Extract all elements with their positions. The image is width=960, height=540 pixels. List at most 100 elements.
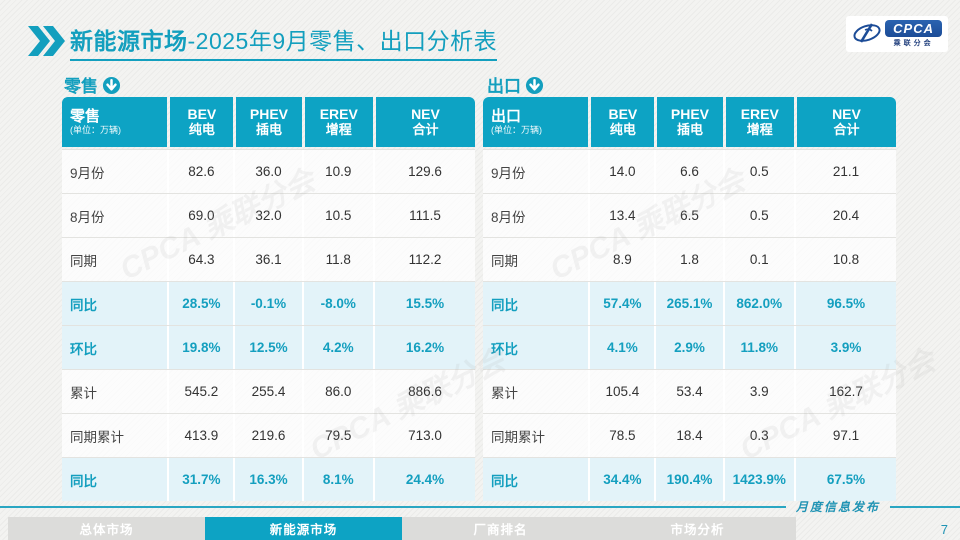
page-number: 7 <box>940 522 948 537</box>
value-cell: 79.5 <box>301 414 373 457</box>
row-label-cell: 环比 <box>70 341 97 357</box>
value-cell: 15.5% <box>372 282 475 325</box>
value-cell: 105.4 <box>588 370 654 413</box>
table-corner-cell: 出口 (单位：万辆) <box>483 97 589 147</box>
value-cell: 0.5 <box>722 150 794 193</box>
row-label-cell: 9月份 <box>491 165 526 181</box>
value-cell: 18.4 <box>654 414 722 457</box>
footer-divider-line <box>890 505 960 508</box>
footer-divider: 月度信息发布 <box>0 498 960 515</box>
value-cell: 28.5% <box>167 282 233 325</box>
value-cell: 36.1 <box>233 238 301 281</box>
value-cell: 545.2 <box>167 370 233 413</box>
down-arrow-circle-icon <box>525 76 544 95</box>
column-header: EREV 增程 <box>304 97 373 147</box>
value-cell: 8.1% <box>301 458 373 501</box>
row-label-cell: 同期累计 <box>70 429 124 445</box>
value-cell: 3.9% <box>793 326 896 369</box>
table-row: 环比 4.1% 2.9% 11.8% 3.9% <box>483 325 896 369</box>
value-cell: -8.0% <box>301 282 373 325</box>
section-label-retail: 零售 <box>64 72 121 99</box>
value-cell: 96.5% <box>793 282 896 325</box>
row-label-cell: 同期 <box>70 253 97 269</box>
table-header-row: 零售 (单位：万辆) BEV 纯电 PHEV 插电 EREV 增程 NEV 合计 <box>62 97 475 147</box>
value-cell: 16.3% <box>233 458 301 501</box>
value-cell: 1.8 <box>654 238 722 281</box>
row-label-cell: 8月份 <box>70 209 105 225</box>
cpca-logo-text: CPCA <box>885 20 942 37</box>
table-header-row: 出口 (单位：万辆) BEV 纯电 PHEV 插电 EREV 增程 NEV 合计 <box>483 97 896 147</box>
row-label-cell: 累计 <box>491 385 518 401</box>
value-cell: 3.9 <box>722 370 794 413</box>
footer-tab-新能源市场[interactable]: 新能源市场 <box>205 517 402 540</box>
row-label-cell: 累计 <box>70 385 97 401</box>
section-label-retail-text: 零售 <box>64 72 98 99</box>
value-cell: 886.6 <box>372 370 475 413</box>
value-cell: 53.4 <box>654 370 722 413</box>
row-label-cell: 同比 <box>70 297 97 313</box>
column-header: NEV 合计 <box>375 97 475 147</box>
value-cell: 4.2% <box>301 326 373 369</box>
value-cell: 19.8% <box>167 326 233 369</box>
table-row: 同比 28.5% -0.1% -8.0% 15.5% <box>62 281 475 325</box>
row-label-cell: 同期累计 <box>491 429 545 445</box>
column-header: NEV 合计 <box>796 97 896 147</box>
table-row: 累计 105.4 53.4 3.9 162.7 <box>483 369 896 413</box>
double-chevron-icon <box>28 26 65 56</box>
value-cell: 413.9 <box>167 414 233 457</box>
value-cell: 69.0 <box>167 194 233 237</box>
value-cell: 67.5% <box>793 458 896 501</box>
value-cell: 129.6 <box>372 150 475 193</box>
value-cell: 0.1 <box>722 238 794 281</box>
footer-tab-厂商排名[interactable]: 厂商排名 <box>402 517 599 540</box>
row-label-cell: 同比 <box>70 473 97 489</box>
value-cell: 36.0 <box>233 150 301 193</box>
page-title-bold: 新能源市场 <box>70 28 188 54</box>
table-row: 同期累计 413.9 219.6 79.5 713.0 <box>62 413 475 457</box>
value-cell: 265.1% <box>654 282 722 325</box>
value-cell: 78.5 <box>588 414 654 457</box>
column-header: PHEV 插电 <box>236 97 302 147</box>
footer-tab-总体市场[interactable]: 总体市场 <box>8 517 205 540</box>
export-table: 出口 (单位：万辆) BEV 纯电 PHEV 插电 EREV 增程 NEV 合计 9月份 14.0 6.… <box>483 97 896 501</box>
table-row: 同比 34.4% 190.4% 1423.9% 67.5% <box>483 457 896 501</box>
value-cell: 64.3 <box>167 238 233 281</box>
value-cell: 2.9% <box>654 326 722 369</box>
value-cell: 862.0% <box>722 282 794 325</box>
section-label-export-text: 出口 <box>487 72 521 99</box>
footer-tab-市场分析[interactable]: 市场分析 <box>599 517 796 540</box>
value-cell: 10.8 <box>793 238 896 281</box>
cpca-logo: CPCA 乘联分会 <box>846 16 948 52</box>
value-cell: 34.4% <box>588 458 654 501</box>
value-cell: 162.7 <box>793 370 896 413</box>
value-cell: 111.5 <box>372 194 475 237</box>
table-row: 9月份 14.0 6.6 0.5 21.1 <box>483 149 896 193</box>
value-cell: 12.5% <box>233 326 301 369</box>
column-header: PHEV 插电 <box>657 97 723 147</box>
footer-divider-line <box>0 505 786 508</box>
value-cell: 10.5 <box>301 194 373 237</box>
value-cell: 32.0 <box>233 194 301 237</box>
value-cell: 82.6 <box>167 150 233 193</box>
cpca-logo-subtext: 乘联分会 <box>893 40 934 47</box>
footer-nav: 总体市场 新能源市场 厂商排名 市场分析 <box>8 517 796 540</box>
cpca-swoosh-icon <box>853 23 881 43</box>
value-cell: 112.2 <box>372 238 475 281</box>
table-row: 累计 545.2 255.4 86.0 886.6 <box>62 369 475 413</box>
value-cell: 21.1 <box>793 150 896 193</box>
value-cell: 6.6 <box>654 150 722 193</box>
row-label-cell: 8月份 <box>491 209 526 225</box>
value-cell: 219.6 <box>233 414 301 457</box>
value-cell: 4.1% <box>588 326 654 369</box>
value-cell: 24.4% <box>372 458 475 501</box>
value-cell: 16.2% <box>372 326 475 369</box>
page-title-rest: -2025年9月零售、出口分析表 <box>187 28 498 54</box>
value-cell: 10.9 <box>301 150 373 193</box>
value-cell: 8.9 <box>588 238 654 281</box>
table-row: 同比 57.4% 265.1% 862.0% 96.5% <box>483 281 896 325</box>
table-row: 环比 19.8% 12.5% 4.2% 16.2% <box>62 325 475 369</box>
section-label-export: 出口 <box>487 72 544 99</box>
value-cell: -0.1% <box>233 282 301 325</box>
retail-table: 零售 (单位：万辆) BEV 纯电 PHEV 插电 EREV 增程 NEV 合计 9月份 82.6 36… <box>62 97 475 501</box>
